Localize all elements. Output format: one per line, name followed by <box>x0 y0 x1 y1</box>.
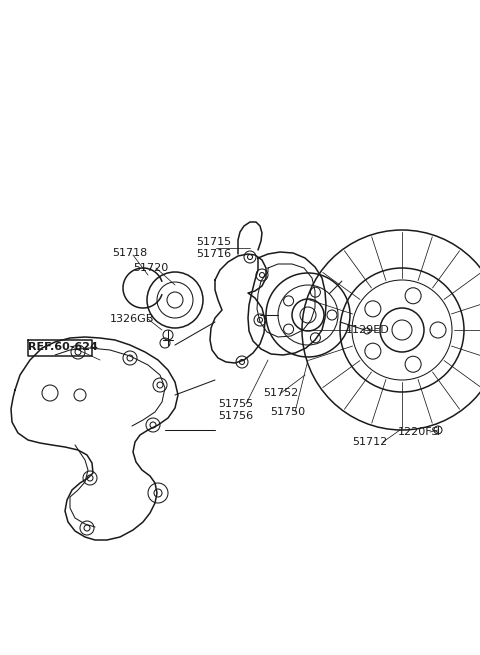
Text: REF.60-624: REF.60-624 <box>28 342 98 352</box>
Text: 51752: 51752 <box>263 388 298 398</box>
Text: 51750: 51750 <box>270 407 305 417</box>
Text: 51712: 51712 <box>352 437 387 447</box>
Text: 51718: 51718 <box>112 248 147 258</box>
Text: 51715: 51715 <box>196 237 231 247</box>
Text: 51755: 51755 <box>218 399 253 409</box>
Text: 1129ED: 1129ED <box>346 325 390 335</box>
Text: 51756: 51756 <box>218 411 253 421</box>
Text: 1326GB: 1326GB <box>110 314 155 324</box>
Text: 51720: 51720 <box>133 263 168 273</box>
Text: 1220FS: 1220FS <box>398 427 440 437</box>
Text: 51716: 51716 <box>196 249 231 259</box>
